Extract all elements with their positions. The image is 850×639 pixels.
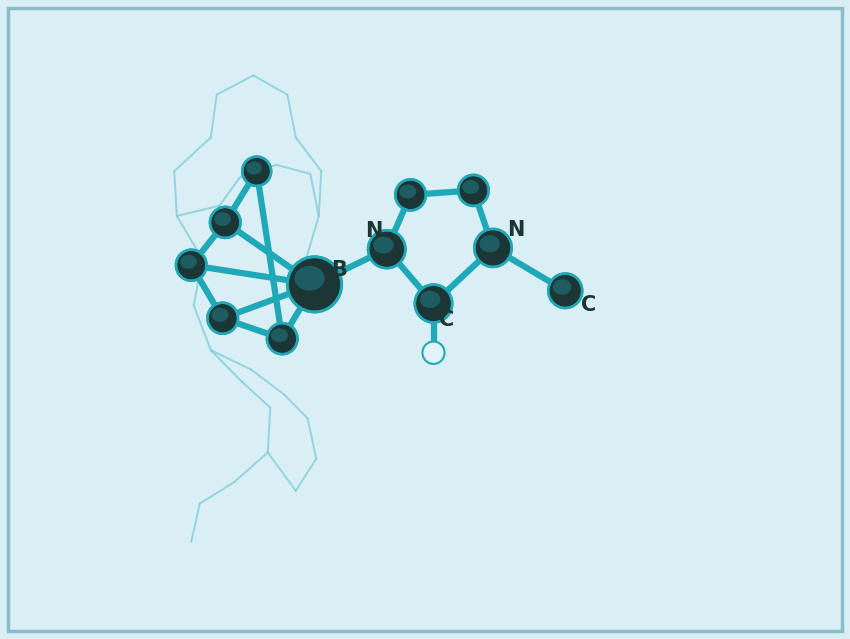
Ellipse shape xyxy=(180,255,197,269)
Text: C: C xyxy=(439,309,454,330)
Ellipse shape xyxy=(373,236,394,254)
Ellipse shape xyxy=(271,328,288,343)
Ellipse shape xyxy=(479,235,500,252)
Ellipse shape xyxy=(474,229,512,267)
Ellipse shape xyxy=(552,279,571,295)
Ellipse shape xyxy=(287,257,342,312)
Ellipse shape xyxy=(548,273,582,308)
Ellipse shape xyxy=(267,323,297,354)
Ellipse shape xyxy=(176,250,207,281)
Text: N: N xyxy=(507,220,524,240)
Ellipse shape xyxy=(395,180,426,210)
Ellipse shape xyxy=(422,341,445,364)
Ellipse shape xyxy=(214,212,231,226)
Ellipse shape xyxy=(210,207,241,238)
Text: N: N xyxy=(366,221,382,242)
Ellipse shape xyxy=(458,175,489,206)
Ellipse shape xyxy=(368,230,405,268)
Text: C: C xyxy=(581,295,596,316)
Text: B: B xyxy=(332,259,348,280)
Ellipse shape xyxy=(242,157,271,186)
Ellipse shape xyxy=(207,303,238,334)
Ellipse shape xyxy=(462,180,479,194)
Ellipse shape xyxy=(212,308,229,322)
Ellipse shape xyxy=(246,162,262,174)
Ellipse shape xyxy=(400,185,416,199)
Ellipse shape xyxy=(415,284,452,323)
Ellipse shape xyxy=(420,291,440,308)
Ellipse shape xyxy=(295,266,325,291)
